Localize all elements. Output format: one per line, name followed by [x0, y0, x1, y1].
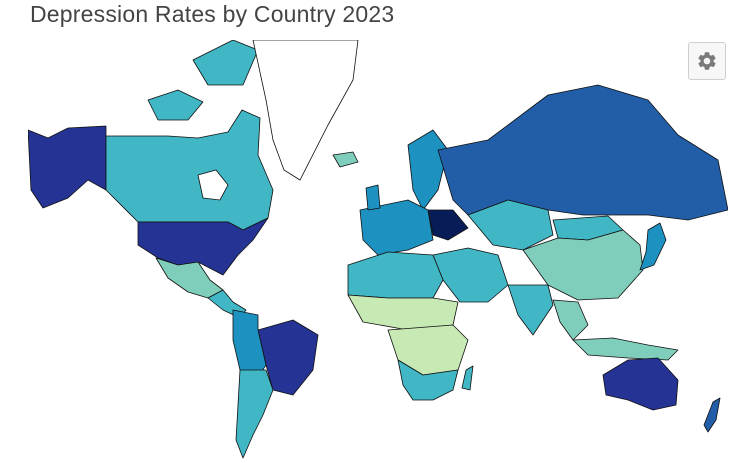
- region-scandinavia: [407, 129, 449, 211]
- region-middle-east: [432, 247, 509, 303]
- region-uk: [365, 184, 381, 211]
- region-china: [522, 229, 644, 301]
- hudson-bay: [197, 169, 229, 201]
- choropleth-map[interactable]: [28, 40, 728, 460]
- region-russia: [437, 84, 728, 221]
- region-arctic-islands-2: [192, 40, 259, 86]
- region-iceland: [332, 151, 359, 168]
- region-new-zealand: [703, 397, 721, 433]
- region-australia: [602, 357, 679, 411]
- map-title: Depression Rates by Country 2023: [30, 1, 395, 27]
- gear-icon: [698, 52, 716, 70]
- region-western-europe: [359, 199, 434, 256]
- region-india: [507, 284, 554, 336]
- region-indonesia: [572, 337, 679, 361]
- region-japan: [639, 222, 667, 271]
- settings-button[interactable]: [688, 42, 726, 80]
- region-argentina: [235, 369, 274, 459]
- region-greenland: [252, 40, 359, 181]
- region-arctic-islands: [147, 89, 204, 121]
- region-canada: [105, 109, 274, 231]
- region-madagascar: [461, 365, 474, 391]
- region-sahel: [347, 294, 459, 331]
- region-usa: [137, 217, 269, 276]
- region-southeast-asia: [552, 299, 589, 341]
- region-ukraine: [427, 209, 469, 241]
- region-southern-africa: [397, 359, 459, 401]
- world-map-svg[interactable]: [28, 40, 728, 460]
- region-alaska: [28, 125, 107, 209]
- region-north-africa: [347, 251, 444, 299]
- region-central-asia: [467, 199, 554, 251]
- region-brazil: [257, 319, 319, 396]
